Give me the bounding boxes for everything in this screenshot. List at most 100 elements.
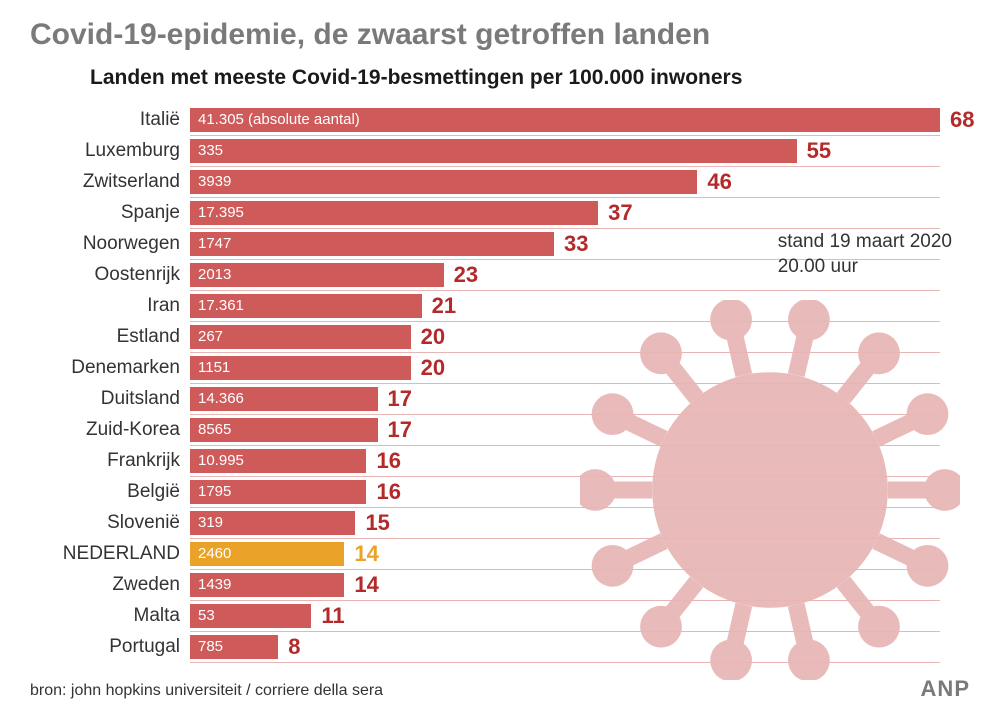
bar: 3939 [190, 170, 697, 194]
country-label: Zwitserland [30, 171, 190, 193]
country-label: Oostenrijk [30, 264, 190, 286]
source-text: bron: john hopkins universiteit / corrie… [30, 682, 383, 700]
bar-value-label: 46 [707, 169, 731, 195]
bar-zone: 17.395 37 [190, 197, 970, 228]
chart-row: Zwitserland3939 46 [30, 166, 970, 197]
country-label: NEDERLAND [30, 543, 190, 565]
bar-zone: 14.366 17 [190, 383, 970, 414]
chart-row: Estland267 20 [30, 321, 970, 352]
bar-value-label: 14 [354, 572, 378, 598]
bar-absolute-label: 1747 [190, 235, 231, 252]
bar-value-label: 33 [564, 231, 588, 257]
chart-row: Iran17.36121 [30, 290, 970, 321]
bar-zone: 3939 46 [190, 166, 970, 197]
bar: 2013 [190, 263, 444, 287]
gridline [190, 662, 940, 663]
country-label: Italië [30, 109, 190, 131]
chart-row: Frankrijk10.99516 [30, 445, 970, 476]
country-label: Luxemburg [30, 140, 190, 162]
bar-absolute-label: 2013 [190, 266, 231, 283]
bar: 267 [190, 325, 411, 349]
bar-value-label: 17 [388, 417, 412, 443]
bar-zone: 17.361 21 [190, 290, 970, 321]
bar: 17.361 [190, 294, 422, 318]
country-label: Denemarken [30, 357, 190, 379]
bar-value-label: 21 [432, 293, 456, 319]
bar-absolute-label: 14.366 [190, 390, 244, 407]
bar: 53 [190, 604, 311, 628]
country-label: Duitsland [30, 388, 190, 410]
bar-zone: 7858 [190, 631, 970, 662]
chart-row: Portugal7858 [30, 631, 970, 662]
country-label: Zweden [30, 574, 190, 596]
chart-row: Spanje17.395 37 [30, 197, 970, 228]
bar: 335 [190, 139, 797, 163]
chart-row: Duitsland14.366 17 [30, 383, 970, 414]
bar-absolute-label: 53 [190, 607, 215, 624]
bar-zone: 10.995 16 [190, 445, 970, 476]
bar-zone: 1151 20 [190, 352, 970, 383]
chart-row: NEDERLAND2460 14 [30, 538, 970, 569]
bar-absolute-label: 2460 [190, 545, 231, 562]
bar-value-label: 15 [365, 510, 389, 536]
chart-row: Zweden1439 14 [30, 569, 970, 600]
bar-zone: 2460 14 [190, 538, 970, 569]
chart-row: Zuid-Korea8565 17 [30, 414, 970, 445]
bar-zone: 267 20 [190, 321, 970, 352]
country-label: Zuid-Korea [30, 419, 190, 441]
bar-zone: 53 11 [190, 600, 970, 631]
bar: 785 [190, 635, 278, 659]
bar-value-label: 20 [421, 355, 445, 381]
bar: 1151 [190, 356, 411, 380]
bar-value-label: 17 [388, 386, 412, 412]
country-label: Malta [30, 605, 190, 627]
bar-zone: 335 55 [190, 135, 970, 166]
bar-chart: Italië41.305 (absolute aantal)68Luxembur… [30, 104, 970, 662]
bar-absolute-label: 267 [190, 328, 223, 345]
bar-value-label: 68 [950, 107, 974, 133]
bar-absolute-label: 319 [190, 514, 223, 531]
bar-value-label: 37 [608, 200, 632, 226]
bar: 1795 [190, 480, 366, 504]
sub-title: Landen met meeste Covid-19-besmettingen … [90, 66, 970, 90]
timestamp-line1: stand 19 maart 2020 [778, 230, 952, 255]
bar-zone: 41.305 (absolute aantal) 68 [190, 104, 974, 135]
bar-absolute-label: 8565 [190, 421, 231, 438]
bar-value-label: 16 [376, 448, 400, 474]
country-label: Spanje [30, 202, 190, 224]
chart-row: Italië41.305 (absolute aantal)68 [30, 104, 970, 135]
bar-value-label: 16 [376, 479, 400, 505]
bar: 17.395 [190, 201, 598, 225]
bar-zone: 1795 16 [190, 476, 970, 507]
chart-row: Malta53 11 [30, 600, 970, 631]
country-label: België [30, 481, 190, 503]
bar-value-label: 20 [421, 324, 445, 350]
bar-zone: 1439 14 [190, 569, 970, 600]
bar-value-label: 11 [321, 603, 344, 629]
bar-absolute-label: 3939 [190, 173, 231, 190]
bar-value-label: 55 [807, 138, 831, 164]
brand-logo: ANP [921, 676, 970, 702]
bar-zone: 319 15 [190, 507, 970, 538]
bar: 319 [190, 511, 355, 535]
chart-row: Denemarken1151 20 [30, 352, 970, 383]
bar: 1439 [190, 573, 344, 597]
bar: 2460 [190, 542, 344, 566]
bar-value-label: 14 [354, 541, 378, 567]
bar-absolute-label: 17.361 [190, 297, 244, 314]
bar: 41.305 (absolute aantal) [190, 108, 940, 132]
bar-zone: 8565 17 [190, 414, 970, 445]
bar-absolute-label: 1151 [190, 359, 230, 376]
bar-absolute-label: 41.305 (absolute aantal) [190, 111, 360, 128]
chart-row: Luxemburg335 55 [30, 135, 970, 166]
timestamp: stand 19 maart 2020 20.00 uur [778, 230, 952, 279]
bar-absolute-label: 785 [190, 638, 223, 655]
timestamp-line2: 20.00 uur [778, 255, 952, 280]
country-label: Estland [30, 326, 190, 348]
country-label: Slovenië [30, 512, 190, 534]
bar-absolute-label: 1439 [190, 576, 231, 593]
bar: 8565 [190, 418, 378, 442]
bar: 10.995 [190, 449, 366, 473]
bar-absolute-label: 335 [190, 142, 223, 159]
bar-absolute-label: 17.395 [190, 204, 244, 221]
